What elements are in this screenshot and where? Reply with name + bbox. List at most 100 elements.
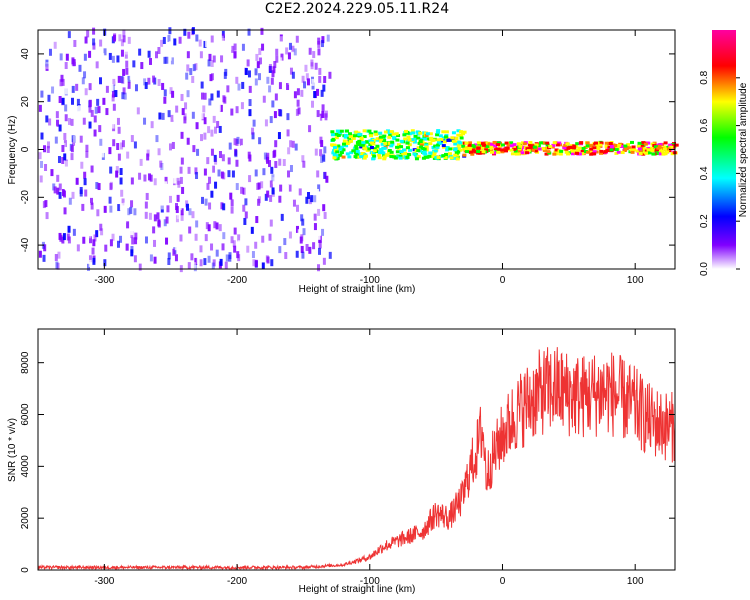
heatmap-cell <box>390 142 395 146</box>
heatmap-cell <box>148 212 152 220</box>
heatmap-cell <box>171 90 175 98</box>
heatmap-cell <box>235 183 239 191</box>
heatmap-cell <box>75 83 79 91</box>
heatmap-cell <box>272 177 276 185</box>
heatmap-cell <box>178 203 182 211</box>
heatmap-cell <box>537 147 542 151</box>
heatmap-cell <box>512 143 517 147</box>
heatmap-cell <box>650 149 655 153</box>
heatmap-cell <box>121 92 125 100</box>
heatmap-cell <box>369 146 374 150</box>
heatmap-cell <box>293 160 297 168</box>
heatmap-cell <box>378 139 383 143</box>
heatmap-cell <box>534 143 539 147</box>
heatmap-cell <box>64 62 68 70</box>
heatmap-cell <box>379 137 384 141</box>
heatmap-cell <box>83 178 87 186</box>
heatmap-cell <box>297 107 301 115</box>
heatmap-cell <box>180 93 184 101</box>
y-tick-label: 40 <box>20 48 31 60</box>
heatmap-cell <box>58 96 62 104</box>
heatmap-cell <box>310 59 314 67</box>
heatmap-cell <box>261 64 265 72</box>
heatmap-cell <box>436 155 441 159</box>
snr-y-axis-label: SNR (10 * v/v) <box>7 418 18 482</box>
heatmap-cell <box>458 133 463 137</box>
heatmap-cell <box>541 147 546 151</box>
heatmap-cell <box>235 106 239 114</box>
heatmap-cell <box>105 85 109 93</box>
heatmap-cell <box>170 125 174 133</box>
heatmap-cell <box>405 146 410 150</box>
heatmap-cell <box>577 146 582 150</box>
heatmap-cell <box>350 134 355 138</box>
spectrogram-y-axis-label: Frequency (Hz) <box>7 116 18 185</box>
heatmap-cell <box>570 152 575 156</box>
heatmap-cell <box>157 148 161 156</box>
heatmap-cell <box>308 111 312 119</box>
heatmap-cell <box>117 153 121 161</box>
heatmap-cell <box>424 133 429 137</box>
heatmap-cell <box>177 180 181 188</box>
heatmap-cell <box>210 243 214 251</box>
heatmap-cell <box>528 141 533 145</box>
heatmap-cell <box>92 257 96 265</box>
heatmap-cell <box>525 151 530 155</box>
heatmap-cell <box>207 126 211 134</box>
heatmap-cell <box>599 149 604 153</box>
heatmap-cell <box>496 143 501 147</box>
heatmap-cell <box>643 147 648 151</box>
heatmap-cell <box>258 208 262 216</box>
heatmap-cell <box>122 35 126 43</box>
heatmap-cell <box>301 218 305 226</box>
heatmap-cell <box>458 148 463 152</box>
heatmap-cell <box>78 64 82 72</box>
heatmap-cell <box>395 150 400 154</box>
heatmap-cell <box>330 143 335 147</box>
heatmap-cell <box>274 161 278 169</box>
heatmap-cell <box>343 133 348 137</box>
heatmap-cell <box>168 174 172 182</box>
heatmap-cell <box>203 40 207 48</box>
heatmap-cell <box>238 69 242 77</box>
heatmap-cell <box>116 55 120 63</box>
heatmap-cell <box>79 110 83 118</box>
heatmap-cell <box>246 59 250 67</box>
heatmap-cell <box>473 143 478 147</box>
heatmap-cell <box>171 141 175 149</box>
heatmap-cell <box>501 148 506 152</box>
heatmap-cell <box>277 180 281 188</box>
heatmap-cell <box>389 130 394 134</box>
heatmap-cell <box>638 152 643 156</box>
heatmap-cell <box>658 148 663 152</box>
heatmap-cell <box>155 135 159 143</box>
heatmap-cell <box>180 213 184 221</box>
heatmap-cell <box>443 156 448 160</box>
heatmap-cell <box>484 148 489 152</box>
heatmap-cell <box>248 85 252 93</box>
heatmap-cell <box>319 113 323 121</box>
heatmap-cell <box>377 153 382 157</box>
heatmap-cell <box>64 159 68 167</box>
heatmap-cell <box>407 138 412 142</box>
heatmap-cell <box>180 157 184 165</box>
heatmap-cell <box>444 130 449 134</box>
heatmap-cell <box>518 144 523 148</box>
heatmap-cell <box>660 146 665 150</box>
heatmap-cell <box>313 223 317 231</box>
heatmap-cell <box>75 105 79 113</box>
heatmap-cell <box>164 176 168 184</box>
heatmap-cell <box>136 63 140 71</box>
heatmap-cell <box>599 141 604 145</box>
heatmap-cell <box>88 105 92 113</box>
heatmap-cell <box>387 131 392 135</box>
heatmap-cell <box>496 141 501 145</box>
heatmap-cell <box>126 151 130 159</box>
x-tick-label: 100 <box>627 275 644 286</box>
heatmap-cell <box>656 146 661 150</box>
heatmap-cell <box>206 182 210 190</box>
heatmap-cell <box>168 240 172 248</box>
heatmap-cell <box>442 145 447 149</box>
heatmap-cell <box>178 36 182 44</box>
heatmap-cell <box>55 97 59 105</box>
